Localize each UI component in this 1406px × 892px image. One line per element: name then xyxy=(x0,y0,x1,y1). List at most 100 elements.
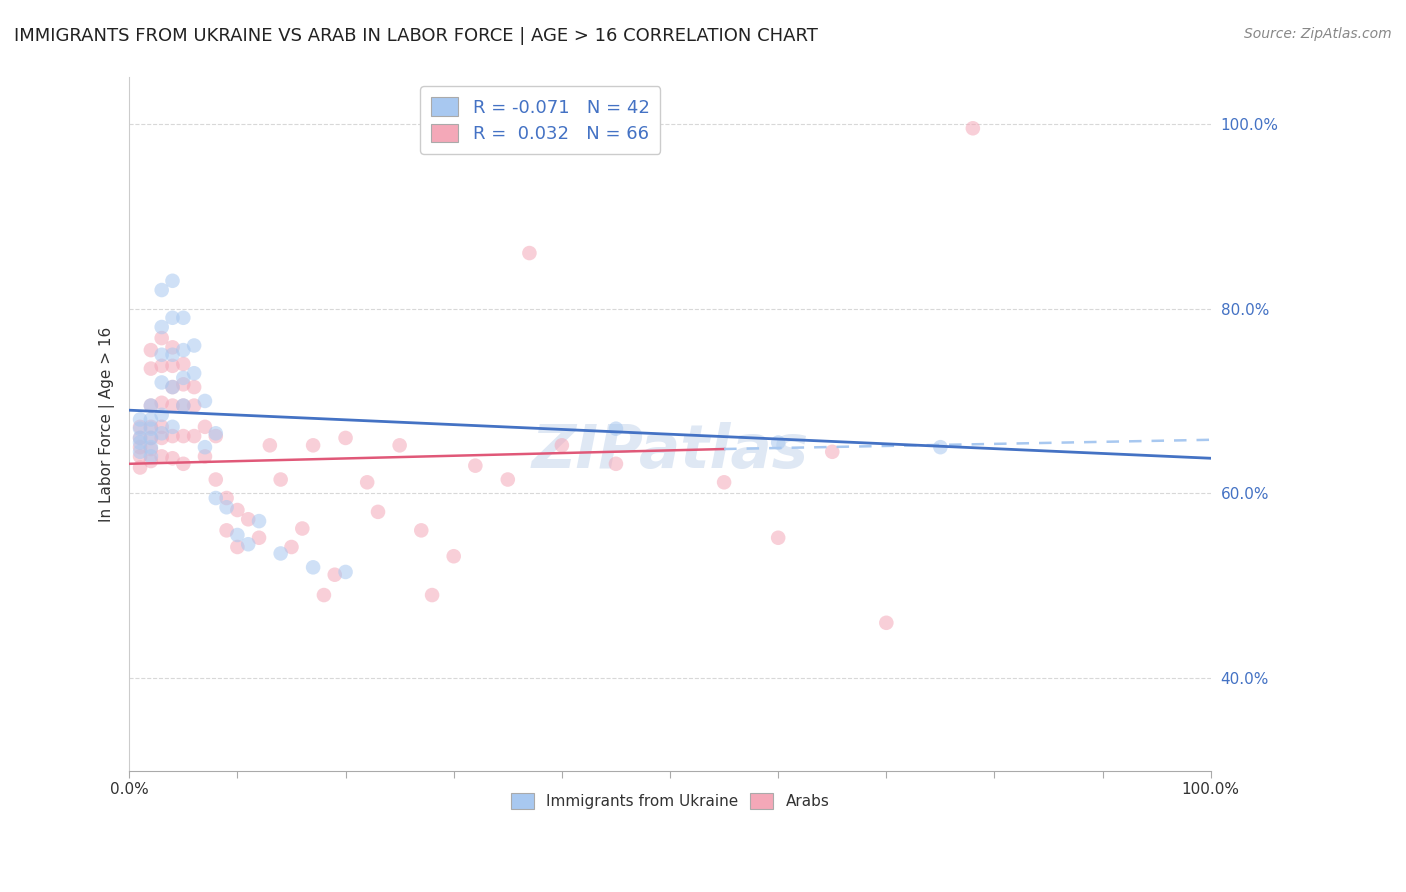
Point xyxy=(150,396,173,410)
Point xyxy=(129,420,152,434)
Point xyxy=(150,408,173,422)
Point xyxy=(139,454,162,468)
Legend: Immigrants from Ukraine, Arabs: Immigrants from Ukraine, Arabs xyxy=(505,787,835,815)
Point xyxy=(150,283,173,297)
Point xyxy=(204,429,226,443)
Point xyxy=(172,357,194,371)
Point xyxy=(129,450,152,464)
Point xyxy=(172,377,194,392)
Point xyxy=(162,359,184,373)
Point xyxy=(162,429,184,443)
Point xyxy=(172,399,194,413)
Point xyxy=(713,475,735,490)
Point xyxy=(302,560,325,574)
Text: IMMIGRANTS FROM UKRAINE VS ARAB IN LABOR FORCE | AGE > 16 CORRELATION CHART: IMMIGRANTS FROM UKRAINE VS ARAB IN LABOR… xyxy=(14,27,818,45)
Point xyxy=(183,429,205,443)
Point xyxy=(150,426,173,441)
Point xyxy=(323,567,346,582)
Point xyxy=(929,440,952,454)
Point xyxy=(162,274,184,288)
Point xyxy=(204,426,226,441)
Point xyxy=(129,460,152,475)
Point xyxy=(162,380,184,394)
Point xyxy=(129,435,152,450)
Point xyxy=(411,524,433,538)
Point xyxy=(875,615,897,630)
Point xyxy=(962,121,984,136)
Point xyxy=(172,310,194,325)
Point xyxy=(335,565,357,579)
Point xyxy=(605,422,627,436)
Point xyxy=(139,450,162,464)
Point xyxy=(162,348,184,362)
Point xyxy=(162,451,184,466)
Point xyxy=(605,457,627,471)
Text: ZIPatlas: ZIPatlas xyxy=(531,422,808,482)
Point xyxy=(139,412,162,426)
Point xyxy=(162,399,184,413)
Point xyxy=(238,537,260,551)
Point xyxy=(215,500,238,515)
Point xyxy=(496,473,519,487)
Point xyxy=(247,531,270,545)
Point xyxy=(420,588,443,602)
Point xyxy=(194,394,217,409)
Point xyxy=(150,420,173,434)
Point xyxy=(150,348,173,362)
Y-axis label: In Labor Force | Age > 16: In Labor Force | Age > 16 xyxy=(100,326,115,522)
Point xyxy=(150,320,173,334)
Point xyxy=(172,399,194,413)
Point xyxy=(139,420,162,434)
Point xyxy=(204,491,226,505)
Point xyxy=(226,528,249,542)
Point xyxy=(172,343,194,358)
Point xyxy=(766,435,789,450)
Point xyxy=(226,503,249,517)
Point xyxy=(335,431,357,445)
Point xyxy=(172,457,194,471)
Point xyxy=(280,540,302,554)
Point xyxy=(139,440,162,454)
Point xyxy=(367,505,389,519)
Point xyxy=(183,399,205,413)
Point xyxy=(162,340,184,354)
Point xyxy=(443,549,465,564)
Point xyxy=(356,475,378,490)
Point xyxy=(139,422,162,436)
Point xyxy=(270,546,292,560)
Point xyxy=(162,380,184,394)
Point xyxy=(172,371,194,385)
Point xyxy=(270,473,292,487)
Point xyxy=(139,399,162,413)
Point xyxy=(139,431,162,445)
Point xyxy=(238,512,260,526)
Point xyxy=(821,444,844,458)
Point xyxy=(150,450,173,464)
Point xyxy=(519,246,541,260)
Point xyxy=(194,450,217,464)
Point xyxy=(139,442,162,456)
Text: Source: ZipAtlas.com: Source: ZipAtlas.com xyxy=(1244,27,1392,41)
Point xyxy=(183,338,205,352)
Point xyxy=(129,422,152,436)
Point xyxy=(215,524,238,538)
Point xyxy=(150,359,173,373)
Point xyxy=(204,473,226,487)
Point xyxy=(139,431,162,445)
Point xyxy=(162,310,184,325)
Point xyxy=(183,380,205,394)
Point xyxy=(247,514,270,528)
Point xyxy=(302,438,325,452)
Point xyxy=(172,429,194,443)
Point xyxy=(129,412,152,426)
Point xyxy=(139,361,162,376)
Point xyxy=(129,431,152,445)
Point xyxy=(150,331,173,345)
Point xyxy=(291,522,314,536)
Point xyxy=(150,376,173,390)
Point xyxy=(226,540,249,554)
Point xyxy=(194,420,217,434)
Point xyxy=(215,491,238,505)
Point xyxy=(551,438,574,452)
Point xyxy=(464,458,486,473)
